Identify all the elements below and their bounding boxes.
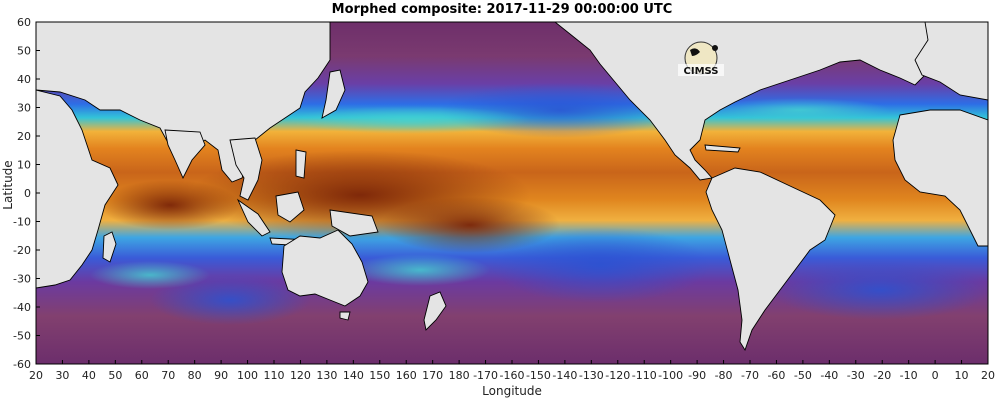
map-title: Morphed composite: 2017-11-29 00:00:00 U… xyxy=(331,2,673,17)
x-tick-label: -100 xyxy=(658,369,683,382)
india-land xyxy=(164,129,206,180)
x-tick-label: -30 xyxy=(847,369,865,382)
y-tick-label: -30 xyxy=(13,273,31,286)
south-america-land xyxy=(705,167,836,352)
x-tick-label: 10 xyxy=(955,369,969,382)
y-tick-label: 30 xyxy=(17,102,31,115)
x-tick-label: 180 xyxy=(449,369,470,382)
moisture-field xyxy=(36,22,988,364)
x-tick-label: -80 xyxy=(715,369,733,382)
africa-land xyxy=(36,89,119,289)
logo-text: CIMSS xyxy=(684,66,719,77)
x-tick-label: -90 xyxy=(688,369,706,382)
x-tick-label: 120 xyxy=(290,369,311,382)
y-tick-label: -20 xyxy=(13,244,31,257)
logo-dot xyxy=(712,45,718,51)
x-tick-label: -150 xyxy=(526,369,551,382)
x-tick-label: -60 xyxy=(767,369,785,382)
y-tick-label: 40 xyxy=(17,73,31,86)
cimss-logo: CIMSS xyxy=(678,41,724,77)
logo-swirl xyxy=(690,48,700,56)
asia-land xyxy=(36,22,331,183)
y-tick-label: 10 xyxy=(17,159,31,172)
tasmania-land xyxy=(339,311,351,321)
x-tick-label: -110 xyxy=(632,369,657,382)
europe-land xyxy=(914,22,988,101)
x-tick-label: 0 xyxy=(932,369,939,382)
x-tick-label: 70 xyxy=(161,369,175,382)
caribbean-islands xyxy=(704,144,741,153)
new-zealand-land xyxy=(423,291,447,331)
y-tick-label: -60 xyxy=(13,358,31,371)
x-tick-label: -140 xyxy=(552,369,577,382)
x-tick-label: 150 xyxy=(369,369,390,382)
x-tick-label: -10 xyxy=(900,369,918,382)
x-tick-label: -120 xyxy=(605,369,630,382)
philippines-land xyxy=(295,149,307,179)
x-tick-label: 90 xyxy=(214,369,228,382)
borneo-land xyxy=(275,191,305,223)
y-tick-label: 0 xyxy=(24,187,31,200)
x-tick-label: 130 xyxy=(316,369,337,382)
y-axis: 60 50 40 30 20 10 0 -10 -20 -30 -40 -50 -60 xyxy=(13,16,40,371)
x-tick-label: 140 xyxy=(343,369,364,382)
y-tick-label: -50 xyxy=(13,330,31,343)
x-tick-label: 20 xyxy=(29,369,43,382)
x-tick-label: -40 xyxy=(820,369,838,382)
japan-land xyxy=(321,69,346,119)
x-tick-label: -170 xyxy=(473,369,498,382)
y-tick-label: 60 xyxy=(17,16,31,29)
x-axis-label: Longitude xyxy=(482,384,542,398)
sumatra-land xyxy=(236,198,271,237)
x-tick-label: 30 xyxy=(55,369,69,382)
x-tick-label: -70 xyxy=(741,369,759,382)
north-america-land xyxy=(554,22,988,181)
x-tick-label: 100 xyxy=(237,369,258,382)
australia-land xyxy=(281,229,369,307)
x-tick-label: -50 xyxy=(794,369,812,382)
x-tick-label: -20 xyxy=(873,369,891,382)
x-tick-label: 50 xyxy=(108,369,122,382)
new-guinea-land xyxy=(329,209,379,237)
x-tick-label: 160 xyxy=(396,369,417,382)
madagascar-land xyxy=(102,231,117,263)
y-tick-label: 50 xyxy=(17,45,31,58)
x-axis: 20 30 40 50 60 70 80 90 100 110 120 130 140 150 160 170… xyxy=(29,360,995,382)
y-tick-label: -40 xyxy=(13,301,31,314)
logo-band xyxy=(678,64,724,76)
west-africa-land xyxy=(892,109,988,247)
x-tick-label: -130 xyxy=(579,369,604,382)
y-tick-label: -10 xyxy=(13,216,31,229)
y-tick-label: 20 xyxy=(17,130,31,143)
y-axis-label: Latitude xyxy=(1,160,15,210)
x-tick-label: 170 xyxy=(422,369,443,382)
indochina-land xyxy=(229,137,263,201)
land-masses xyxy=(36,22,988,352)
x-tick-label: 20 xyxy=(981,369,995,382)
x-tick-label: -160 xyxy=(500,369,525,382)
x-tick-label: 60 xyxy=(135,369,149,382)
x-tick-label: 40 xyxy=(82,369,96,382)
x-tick-label: 110 xyxy=(264,369,285,382)
x-tick-label: 80 xyxy=(188,369,202,382)
